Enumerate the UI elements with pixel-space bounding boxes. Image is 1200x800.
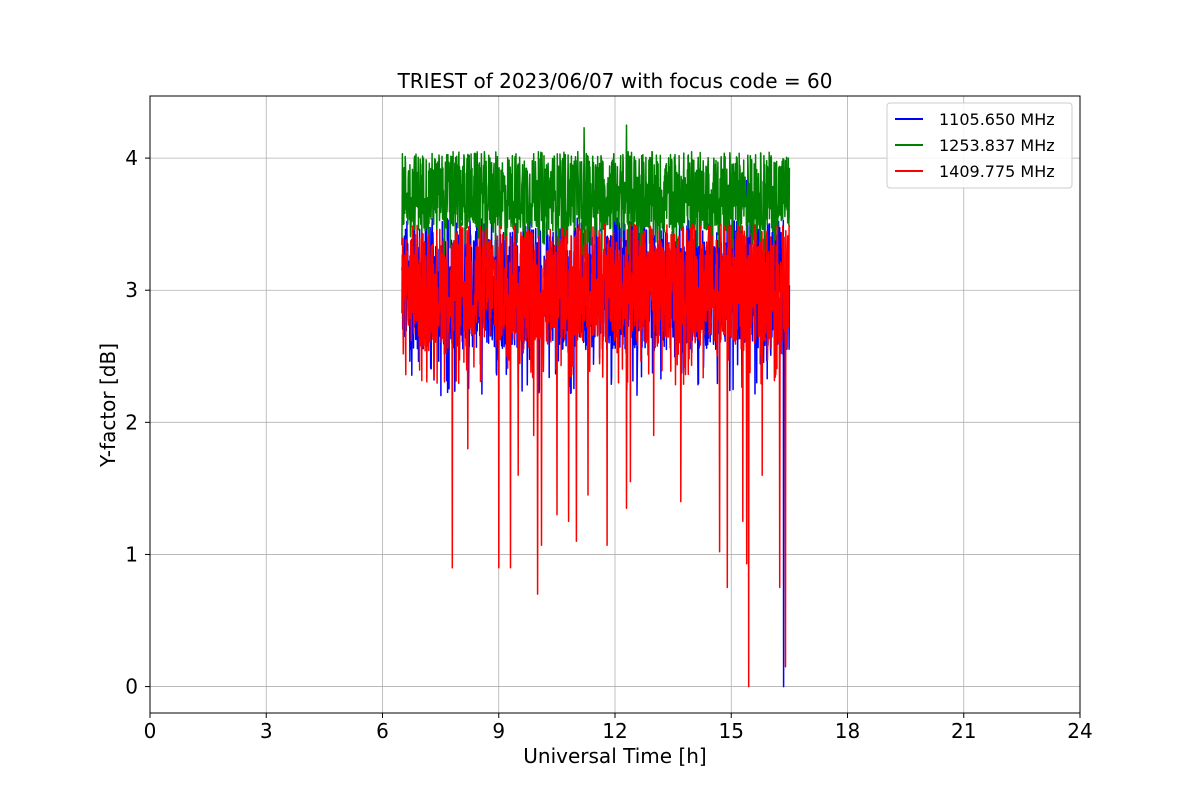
y-axis-label: Y-factor [dB] (96, 343, 120, 468)
x-tick-label: 24 (1067, 719, 1092, 743)
y-tick-label: 4 (125, 146, 138, 170)
x-tick-label: 6 (376, 719, 389, 743)
legend-label: 1105.650 MHz (939, 110, 1055, 129)
chart-title: TRIEST of 2023/06/07 with focus code = 6… (397, 69, 833, 93)
series-line-2 (401, 223, 791, 688)
series-layer (401, 124, 791, 688)
y-tick-label: 1 (125, 542, 138, 566)
x-axis-label: Universal Time [h] (523, 744, 706, 768)
legend-label: 1253.837 MHz (939, 136, 1055, 155)
y-tick-label: 2 (125, 410, 138, 434)
x-tick-label: 3 (260, 719, 273, 743)
y-tick-label: 0 (125, 675, 138, 699)
y-tick-label: 3 (125, 278, 138, 302)
legend: 1105.650 MHz 1253.837 MHz 1409.775 MHz (886, 102, 1073, 189)
x-tick-label: 15 (719, 719, 744, 743)
x-tick-label: 18 (835, 719, 860, 743)
x-tick-label: 12 (602, 719, 627, 743)
x-tick-label: 9 (492, 719, 505, 743)
series-line-1 (401, 124, 791, 265)
legend-box (886, 102, 1073, 189)
x-tick-label: 21 (951, 719, 976, 743)
x-tick-label: 0 (144, 719, 157, 743)
legend-label: 1409.775 MHz (939, 162, 1055, 181)
